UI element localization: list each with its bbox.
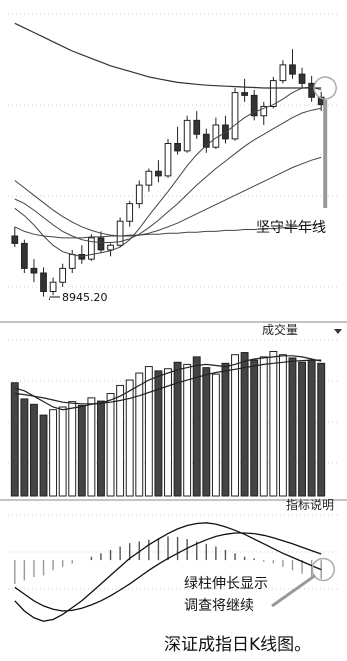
- candle-up: [269, 80, 277, 107]
- volume-bar-down: [192, 356, 201, 497]
- volume-bar-up: [125, 379, 134, 497]
- volume-bar-up: [116, 384, 125, 497]
- volume-bar-down: [10, 382, 19, 497]
- macd-line: [14, 522, 322, 622]
- volume-bar-down: [39, 414, 48, 497]
- candle-up: [135, 184, 143, 205]
- candle-down: [30, 267, 38, 274]
- candle-up: [88, 237, 95, 260]
- candle-down: [11, 235, 19, 244]
- volume-header-label: 成交量: [262, 322, 298, 337]
- volume-bar-up: [278, 354, 287, 497]
- volume-bar-up: [106, 393, 115, 497]
- volume-ma-line: [14, 355, 322, 411]
- volume-bar-up: [269, 350, 278, 497]
- volume-bar-down: [97, 400, 105, 497]
- candle-up: [183, 119, 191, 152]
- candle-up: [68, 254, 76, 269]
- volume-bar-down: [173, 361, 182, 497]
- macd-panel: [14, 522, 335, 622]
- candle-down: [40, 272, 47, 292]
- macd-line: [14, 532, 322, 612]
- volume-bar-up: [183, 363, 192, 497]
- volume-ma-line: [14, 359, 322, 405]
- price-ma-line: [14, 22, 322, 89]
- volume-bar-down: [298, 361, 307, 497]
- candle-up: [212, 124, 220, 148]
- volume-bar-down: [240, 352, 249, 497]
- candle-up: [260, 106, 268, 117]
- volume-bar-down: [317, 362, 326, 497]
- candle-down: [241, 92, 248, 96]
- price-ma-line: [14, 156, 322, 237]
- candle-down: [298, 73, 306, 84]
- volume-bar-up: [164, 368, 172, 497]
- macd-header-label: 指标说明: [286, 497, 334, 512]
- annotations: 坚守半年线 8945.20 成交量 指标说明 绿柱伸长显示 调查将继续 深证成指…: [62, 220, 334, 655]
- volume-bar-up: [49, 409, 58, 497]
- candle-down: [20, 242, 28, 269]
- volume-bar-up: [58, 406, 67, 497]
- volume-bar-up: [68, 401, 77, 497]
- volume-bar-up: [211, 373, 220, 497]
- candle-down: [193, 119, 201, 135]
- annotation-green-bars: 绿柱伸长显示: [184, 576, 268, 592]
- price-panel: [11, 22, 337, 300]
- figure-caption: 深证成指日K线图。: [164, 635, 311, 655]
- candle-up: [116, 220, 124, 246]
- price-ma-line: [14, 107, 322, 243]
- volume-panel: [10, 329, 342, 497]
- candle-down: [308, 82, 316, 98]
- volume-bar-down: [77, 404, 86, 497]
- volume-bar-up: [144, 366, 153, 497]
- annotation-half-year-line: 坚守半年线: [256, 220, 326, 236]
- candle-down: [174, 143, 181, 152]
- volume-bar-down: [20, 398, 29, 497]
- candle-down: [289, 64, 296, 75]
- candle-up: [164, 143, 172, 177]
- candle-up: [59, 267, 67, 283]
- volume-bar-down: [250, 359, 259, 497]
- annotation-low-price: 8945.20: [62, 291, 108, 304]
- price-ma-line: [14, 86, 322, 257]
- candle-down: [155, 170, 162, 177]
- volume-bar-up: [87, 397, 96, 497]
- volume-bar-up: [259, 356, 268, 497]
- annotation-adjustment-continues: 调查将继续: [184, 597, 254, 614]
- volume-bar-down: [307, 359, 316, 497]
- candle-up: [107, 244, 114, 251]
- volume-bar-down: [29, 403, 38, 497]
- volume-bar-up: [135, 372, 144, 497]
- candle-down: [202, 133, 210, 148]
- candle-up: [145, 170, 153, 186]
- highlight-circle: [313, 76, 337, 100]
- candle-down: [97, 237, 105, 251]
- candle-up: [231, 92, 239, 140]
- candle-up: [126, 203, 134, 222]
- macd-callout-arrow: [271, 574, 317, 608]
- volume-bar-down: [221, 362, 230, 497]
- volume-bar-down: [154, 370, 163, 497]
- candle-up: [49, 281, 57, 292]
- volume-bar-up: [231, 354, 239, 497]
- candle-down: [250, 94, 258, 117]
- volume-bar-down: [202, 367, 211, 497]
- dropdown-arrow: [334, 329, 342, 334]
- macd-highlight-circle: [311, 557, 335, 582]
- price-ma-line: [14, 223, 322, 239]
- volume-bar-down: [288, 357, 297, 497]
- candle-up: [279, 64, 287, 82]
